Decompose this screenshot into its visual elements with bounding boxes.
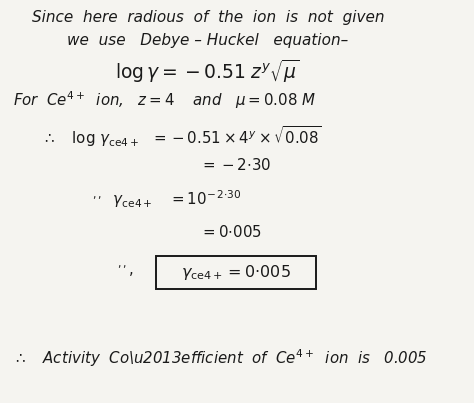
Text: $^{,,}$,: $^{,,}$,: [117, 264, 133, 279]
Text: $= - 2{\cdot}30$: $= - 2{\cdot}30$: [200, 157, 271, 173]
Text: $\gamma_{\rm ce4+} = 0{\cdot}005$: $\gamma_{\rm ce4+} = 0{\cdot}005$: [181, 263, 291, 282]
Text: $^{,,}$  $\gamma_{\rm ce4+}$   $= 10^{-\,2{\cdot}30}$: $^{,,}$ $\gamma_{\rm ce4+}$ $= 10^{-\,2{…: [92, 189, 241, 210]
Text: $\therefore$   Activity  Co\u2013efficient  of  Ce$^{4+}$  ion  is   0.005: $\therefore$ Activity Co\u2013efficient …: [13, 347, 428, 369]
FancyBboxPatch shape: [156, 256, 316, 289]
Text: Since  here  radious  of  the  ion  is  not  given: Since here radious of the ion is not giv…: [32, 10, 384, 25]
Text: $\therefore$   $\log\,\gamma_{\rm ce4+}$  $= - 0.51\times 4^{y}\times\sqrt{0.08}: $\therefore$ $\log\,\gamma_{\rm ce4+}$ $…: [42, 124, 322, 149]
Text: For  Ce$^{4+}$  ion,   $z = 4$    and   $\mu = 0.08$ M: For Ce$^{4+}$ ion, $z = 4$ and $\mu = 0.…: [13, 89, 316, 111]
Text: we  use   Debye – Huckel   equation–: we use Debye – Huckel equation–: [67, 33, 348, 48]
Text: $\log\gamma = -0.51\;z^{y}\sqrt{\mu}$: $\log\gamma = -0.51\;z^{y}\sqrt{\mu}$: [116, 57, 300, 85]
Text: $= 0{\cdot}005$: $= 0{\cdot}005$: [200, 224, 262, 240]
